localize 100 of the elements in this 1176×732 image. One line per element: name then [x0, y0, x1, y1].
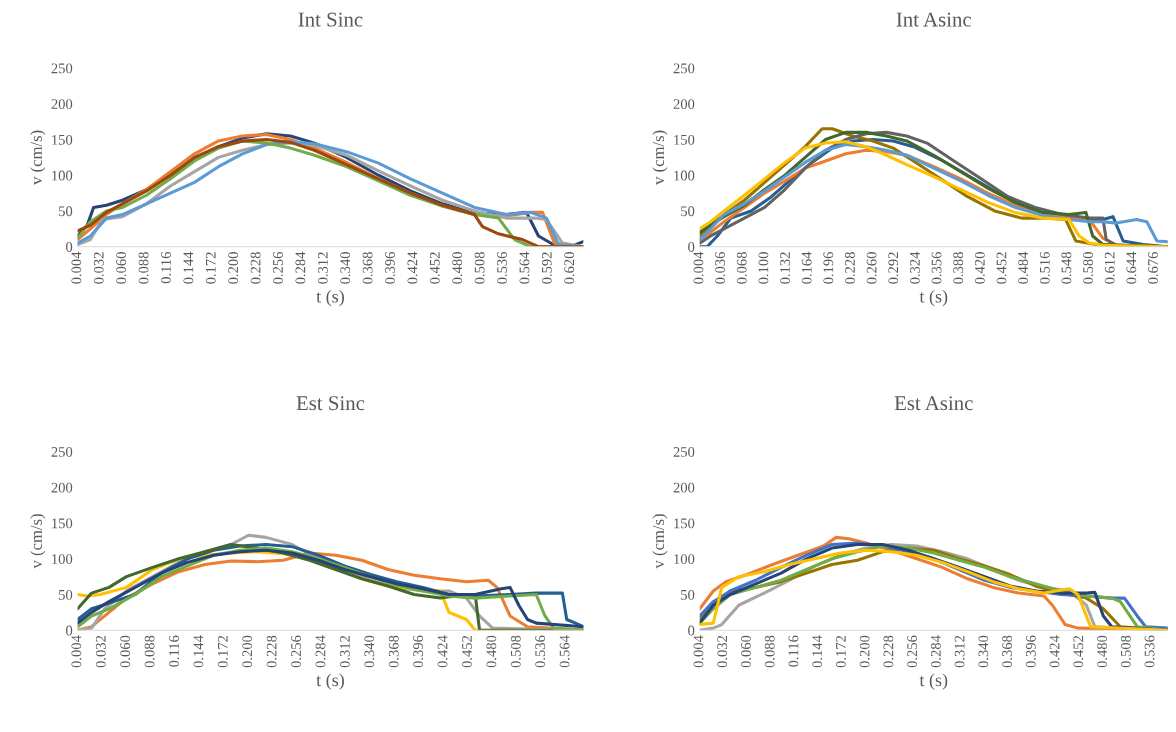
x-tick-label: 0.256	[273, 251, 283, 284]
x-tick-label: 0.172	[205, 252, 216, 284]
y-tick-label: 50	[681, 589, 695, 600]
y-tick-label: 0	[66, 242, 73, 252]
y-tick-label: 100	[674, 170, 695, 181]
y-tick-label: 150	[52, 518, 73, 529]
x-axis-title: t (s)	[919, 289, 948, 307]
x-tick-label: 0.228	[845, 252, 855, 284]
x-tick-label: 0.088	[144, 635, 155, 668]
x-tick-label: 0.644	[1126, 251, 1137, 284]
x-tick-label: 0.284	[315, 635, 326, 668]
x-tick-label: 0.564	[519, 251, 530, 284]
x-tick-label: 0.260	[866, 252, 877, 284]
y-tick-label: 150	[674, 518, 695, 529]
x-tick-label: 0.036	[715, 251, 726, 284]
x-tick-label: 0.508	[1120, 635, 1131, 668]
x-tick-label: 0.200	[242, 635, 253, 668]
x-tick-label: 0.424	[437, 635, 448, 668]
x-tick-label: 0.536	[497, 251, 507, 284]
chart-title: Est Asinc	[894, 396, 973, 411]
x-tick-label: 0.032	[717, 635, 728, 668]
x-tick-label: 0.228	[250, 252, 261, 284]
x-tick-label: 0.612	[1104, 252, 1115, 284]
x-tick-label: 0.132	[780, 252, 791, 284]
x-tick-label: 0.068	[736, 252, 747, 284]
x-tick-label: 0.452	[429, 252, 440, 284]
x-tick-label: 0.368	[1002, 635, 1013, 668]
x-tick-label: 0.100	[758, 252, 769, 284]
x-tick-label: 0.508	[474, 252, 485, 284]
x-tick-label: 0.420	[974, 252, 985, 284]
x-tick-label: 0.060	[741, 635, 751, 668]
chart-title: Int Asinc	[896, 12, 972, 27]
x-tick-label: 0.484	[1018, 251, 1029, 284]
y-tick-label: 100	[674, 554, 695, 565]
x-tick-label: 0.200	[859, 635, 870, 668]
x-tick-label: 0.116	[169, 635, 179, 667]
y-tick-label: 100	[52, 170, 73, 181]
y-axis-title: v (cm/s)	[652, 514, 668, 569]
x-tick-label: 0.004	[693, 251, 704, 284]
y-tick-label: 250	[51, 63, 73, 74]
x-tick-label: 0.424	[407, 251, 418, 284]
x-axis-title: t (s)	[316, 289, 344, 307]
x-tick-label: 0.312	[339, 635, 350, 668]
y-axis-title: v (cm/s)	[30, 130, 46, 185]
x-tick-label: 0.312	[954, 635, 965, 668]
y-tick-label: 200	[673, 482, 695, 493]
x-tick-label: 0.324	[909, 251, 920, 284]
y-tick-label: 0	[66, 625, 73, 636]
y-tick-label: 250	[673, 447, 695, 457]
x-tick-label: 0.580	[1083, 252, 1094, 284]
x-tick-label: 0.116	[788, 635, 799, 667]
x-tick-label: 0.060	[116, 252, 127, 284]
x-tick-label: 0.340	[978, 635, 989, 668]
y-tick-label: 200	[51, 482, 73, 493]
x-tick-label: 0.452	[996, 252, 1007, 284]
x-tick-label: 0.256	[291, 635, 302, 668]
x-tick-label: 0.480	[486, 635, 497, 668]
x-tick-label: 0.368	[388, 635, 399, 668]
x-tick-label: 0.452	[462, 635, 472, 668]
x-tick-label: 0.172	[835, 635, 846, 668]
x-tick-label: 0.088	[764, 635, 775, 668]
x-tick-label: 0.004	[693, 635, 704, 668]
x-tick-label: 0.368	[362, 252, 373, 284]
x-tick-label: 0.548	[1061, 252, 1072, 284]
x-tick-label: 0.340	[340, 252, 351, 284]
y-tick-label: 50	[59, 589, 73, 600]
chart-title: Int Sinc	[298, 12, 363, 27]
x-tick-label: 0.340	[364, 635, 375, 668]
x-tick-label: 0.388	[953, 252, 964, 284]
x-tick-label: 0.396	[413, 635, 424, 668]
x-tick-label: 0.480	[1097, 635, 1108, 668]
x-tick-label: 0.200	[228, 252, 239, 284]
y-tick-label: 200	[51, 99, 73, 109]
x-tick-label: 0.116	[161, 251, 171, 284]
x-tick-label: 0.676	[1148, 251, 1158, 284]
y-axis-title: v (cm/s)	[30, 514, 46, 569]
x-tick-label: 0.088	[138, 252, 149, 284]
x-tick-label: 0.480	[452, 252, 463, 284]
x-tick-label: 0.228	[266, 635, 277, 668]
x-tick-label: 0.032	[93, 252, 104, 284]
x-tick-label: 0.312	[317, 252, 328, 284]
y-tick-label: 100	[52, 554, 73, 565]
y-tick-label: 200	[673, 99, 695, 109]
x-tick-label: 0.356	[931, 251, 942, 284]
x-tick-label: 0.284	[295, 251, 306, 284]
x-tick-label: 0.060	[120, 635, 131, 668]
x-tick-label: 0.452	[1073, 635, 1084, 668]
x-tick-label: 0.508	[510, 635, 521, 668]
x-tick-label: 0.256	[907, 635, 918, 668]
y-tick-label: 150	[674, 134, 695, 145]
x-tick-label: 0.292	[888, 252, 899, 284]
x-tick-label: 0.536	[535, 635, 546, 668]
y-tick-label: 0	[688, 242, 695, 252]
x-tick-label: 0.032	[95, 635, 106, 668]
y-tick-label: 0	[688, 625, 695, 636]
x-tick-label: 0.172	[217, 635, 228, 668]
x-tick-label: 0.396	[385, 251, 395, 284]
y-tick-label: 250	[51, 447, 73, 457]
x-tick-label: 0.424	[1049, 635, 1060, 668]
y-tick-label: 150	[52, 134, 73, 145]
